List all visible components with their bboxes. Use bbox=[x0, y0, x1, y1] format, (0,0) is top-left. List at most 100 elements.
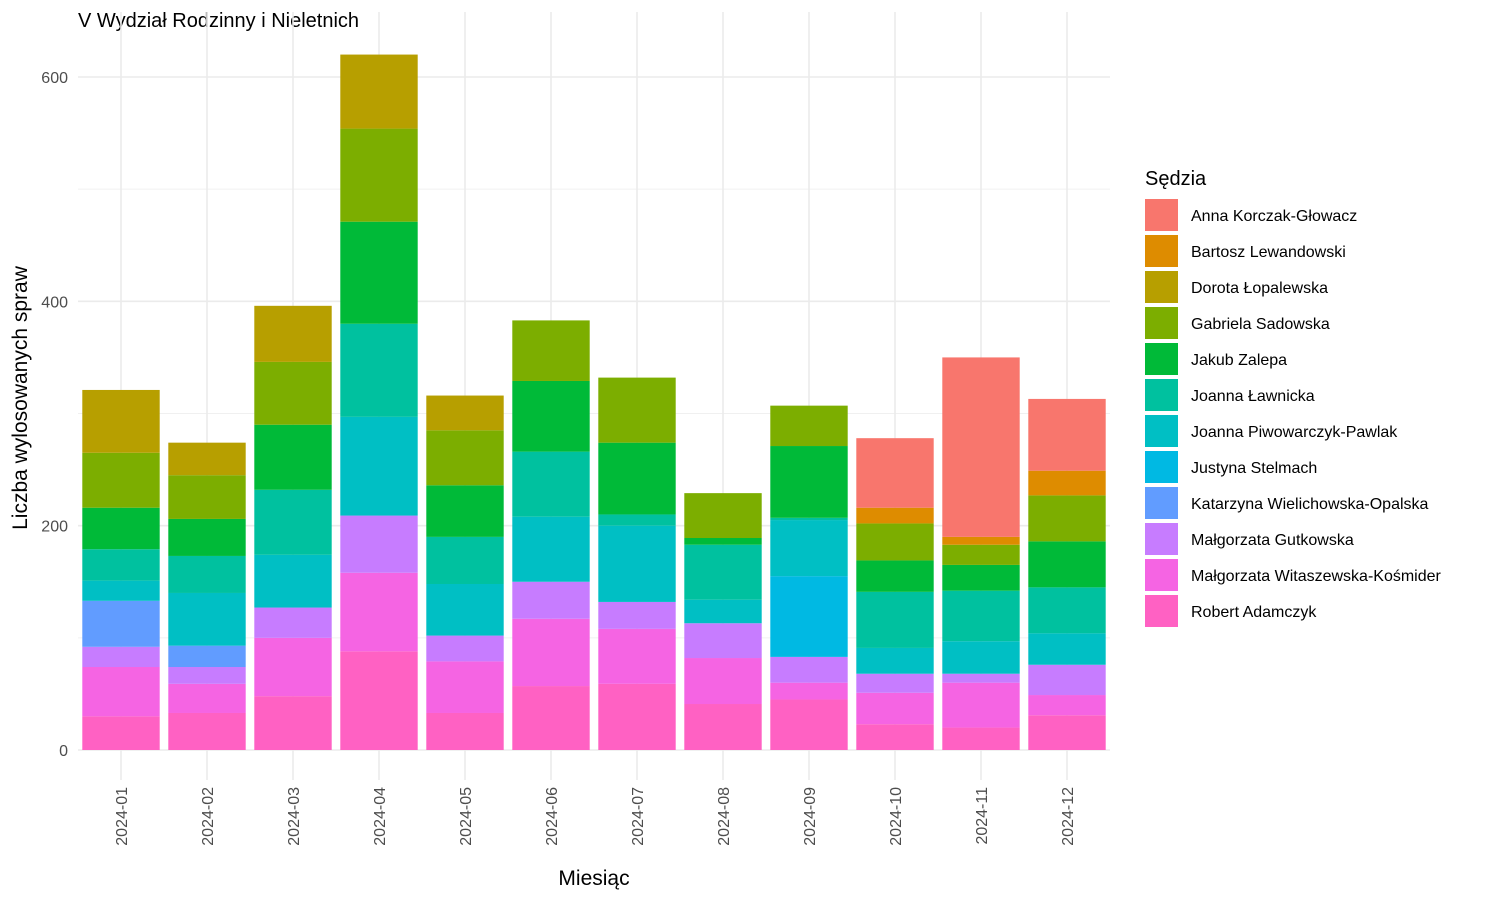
y-tick-label: 600 bbox=[41, 70, 68, 87]
bar-segment bbox=[770, 405, 848, 447]
bar-segment bbox=[254, 424, 332, 490]
bar-segment bbox=[1028, 398, 1106, 471]
legend: Sędzia Anna Korczak-Głowacz Bartosz Lewan… bbox=[1145, 168, 1442, 627]
bar-segment bbox=[684, 538, 762, 545]
x-axis-title: Miesiąc bbox=[558, 867, 629, 890]
legend-swatch bbox=[1145, 559, 1178, 591]
legend-swatch bbox=[1145, 307, 1178, 339]
bar-segment bbox=[168, 645, 246, 667]
bar-segment bbox=[598, 377, 676, 443]
bar-segment bbox=[340, 416, 418, 516]
bar-segment bbox=[598, 628, 676, 684]
bar-segment bbox=[340, 515, 418, 573]
bar-segment bbox=[254, 554, 332, 608]
y-axis-ticks: 0 200 400 600 bbox=[41, 70, 68, 760]
x-tick-label: 2024-05 bbox=[458, 787, 475, 846]
bar-segment bbox=[1028, 470, 1106, 496]
x-tick-label: 2024-04 bbox=[372, 787, 389, 846]
legend-label: Katarzyna Wielichowska-Opalska bbox=[1191, 496, 1429, 513]
bar-segment bbox=[1028, 664, 1106, 696]
x-tick-label: 2024-09 bbox=[802, 787, 819, 846]
bar-segment bbox=[598, 601, 676, 629]
bar-segment bbox=[512, 451, 590, 517]
y-axis-title: Liczba wylosowanych spraw bbox=[9, 265, 32, 530]
bar-segment bbox=[254, 489, 332, 555]
legend-label: Robert Adamczyk bbox=[1191, 604, 1317, 621]
x-tick-label: 2024-11 bbox=[974, 787, 991, 845]
bar-segment bbox=[512, 380, 590, 452]
legend-label: Małgorzata Gutkowska bbox=[1191, 532, 1354, 549]
bar-segment bbox=[770, 656, 848, 683]
bar-segment bbox=[684, 623, 762, 659]
bar-segment bbox=[82, 580, 160, 601]
bar-segment bbox=[942, 641, 1020, 674]
bar-segment bbox=[1028, 541, 1106, 588]
bar-segment bbox=[168, 666, 246, 684]
bar-segment bbox=[340, 651, 418, 750]
bar-segment bbox=[856, 724, 934, 750]
bar-segment bbox=[82, 452, 160, 508]
legend-label: Małgorzata Witaszewska-Kośmider bbox=[1191, 568, 1442, 585]
bar-segment bbox=[340, 128, 418, 222]
bar-segment bbox=[168, 442, 246, 476]
legend-label: Bartosz Lewandowski bbox=[1191, 244, 1346, 261]
bar-segment bbox=[942, 590, 1020, 642]
bar-segment bbox=[426, 430, 504, 486]
bar-segment bbox=[856, 507, 934, 524]
bar-segment bbox=[598, 442, 676, 515]
bar-segment bbox=[598, 683, 676, 750]
bar-segment bbox=[82, 389, 160, 453]
bar-segment bbox=[1028, 695, 1106, 716]
legend-swatch bbox=[1145, 199, 1178, 231]
x-tick-label: 2024-10 bbox=[888, 787, 905, 846]
chart-title: V Wydział Rodzinny i Nieletnich bbox=[78, 10, 359, 32]
bar-segment bbox=[942, 564, 1020, 591]
bar-segment bbox=[512, 516, 590, 582]
x-tick-label: 2024-08 bbox=[716, 787, 733, 846]
bar-segment bbox=[942, 357, 1020, 537]
x-tick-label: 2024-02 bbox=[200, 787, 217, 846]
legend-label: Justyna Stelmach bbox=[1191, 460, 1317, 477]
x-axis-ticks: 2024-01 2024-02 2024-03 2024-04 2024-05 2024-… bbox=[114, 787, 1077, 846]
bar-segment bbox=[254, 607, 332, 638]
bar-segment bbox=[598, 514, 676, 526]
x-tick-label: 2024-07 bbox=[630, 787, 647, 846]
bar-segment bbox=[942, 682, 1020, 728]
legend-swatch bbox=[1145, 523, 1178, 555]
bar-segment bbox=[82, 507, 160, 550]
bar-segment bbox=[684, 493, 762, 539]
bar-segment bbox=[770, 446, 848, 518]
bar-segment bbox=[856, 438, 934, 508]
bar-segment bbox=[82, 646, 160, 667]
bar-segment bbox=[340, 54, 418, 129]
bar-segment bbox=[426, 712, 504, 750]
bar-segment bbox=[684, 704, 762, 750]
bar-segment bbox=[168, 518, 246, 556]
bar-segment bbox=[340, 572, 418, 652]
bar-segment bbox=[856, 647, 934, 674]
legend-label: Anna Korczak-Głowacz bbox=[1191, 208, 1357, 225]
y-tick-label: 200 bbox=[41, 519, 68, 536]
legend-swatch bbox=[1145, 271, 1178, 303]
y-tick-label: 400 bbox=[41, 294, 68, 311]
bar-segment bbox=[512, 581, 590, 619]
legend-swatch bbox=[1145, 595, 1178, 627]
bar-segment bbox=[168, 475, 246, 519]
bar-segment bbox=[512, 618, 590, 687]
bar-segment bbox=[942, 544, 1020, 565]
legend-label: Dorota Łopalewska bbox=[1191, 280, 1328, 297]
legend-title: Sędzia bbox=[1145, 168, 1207, 190]
bar-segment bbox=[856, 673, 934, 693]
legend-swatch bbox=[1145, 343, 1178, 375]
bar-segment bbox=[168, 592, 246, 646]
x-tick-label: 2024-03 bbox=[286, 787, 303, 846]
bar-segment bbox=[770, 520, 848, 577]
bar-segment bbox=[1028, 587, 1106, 634]
bar-segment bbox=[598, 525, 676, 602]
bar-segment bbox=[340, 323, 418, 417]
legend-label: Joanna Piwowarczyk-Pawlak bbox=[1191, 424, 1398, 441]
bar-segment bbox=[426, 536, 504, 584]
bar-segment bbox=[168, 712, 246, 750]
legend-items: Anna Korczak-Głowacz Bartosz Lewandowski D… bbox=[1145, 199, 1442, 627]
bar-segment bbox=[254, 305, 332, 362]
